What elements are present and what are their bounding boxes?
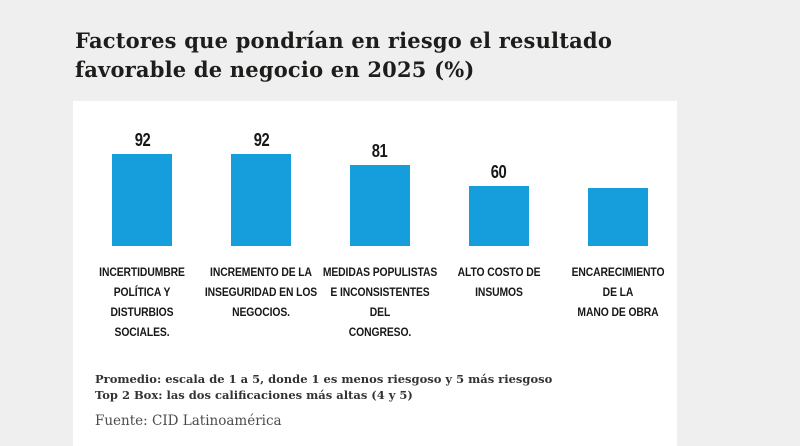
bar-cell: 92 [231,101,292,246]
bar-value-label: 60 [490,162,507,182]
source-line: Fuente: CID Latinoamérica [95,413,282,429]
bar [587,188,648,246]
category-label: ALTO COSTO DE INSUMOS [457,267,541,299]
category-label: INCERTIDUMBRE POLÍTICA Y DISTURBIOS SOCI… [99,267,186,339]
bar [231,154,292,246]
chart-title: Factores que pondrían en riesgo el resul… [75,28,613,82]
bar-column: 92 INCREMENTO DE LA INSEGURIDAD EN LOS N… [202,101,321,343]
bar-column: 92 INCERTIDUMBRE POLÍTICA Y DISTURBIOS S… [83,101,202,343]
footnote-top2box: Top 2 Box: las dos calificaciones más al… [95,388,413,402]
category-label: MEDIDAS POPULISTAS E INCONSISTENTES DEL … [322,267,438,339]
bar-value-label: 81 [372,141,388,161]
bar-cell: 81 [349,101,410,246]
chart-card: 92 INCERTIDUMBRE POLÍTICA Y DISTURBIOS S… [73,101,677,446]
category-label: ENCARECIMIENTO DE LA MANO DE OBRA [571,267,665,319]
bar-column: 81 MEDIDAS POPULISTAS E INCONSISTENTES D… [321,101,440,343]
bar-cell [587,101,648,246]
bar-cell: 92 [112,101,173,246]
bar-chart: 92 INCERTIDUMBRE POLÍTICA Y DISTURBIOS S… [73,101,677,343]
bar-column: 60 ALTO COSTO DE INSUMOS [439,101,558,343]
bar-value-label: 92 [253,130,269,150]
bar-cell: 60 [468,101,529,246]
bar [349,165,410,246]
category-label: INCREMENTO DE LA INSEGURIDAD EN LOS NEGO… [205,267,318,319]
bar-column: ENCARECIMIENTO DE LA MANO DE OBRA [558,101,677,343]
bar [468,186,529,246]
footnotes: Promedio: escala de 1 a 5, donde 1 es me… [95,371,552,403]
bar [112,154,173,246]
bar-value-label: 92 [134,130,151,150]
footnote-promedio: Promedio: escala de 1 a 5, donde 1 es me… [95,372,553,386]
